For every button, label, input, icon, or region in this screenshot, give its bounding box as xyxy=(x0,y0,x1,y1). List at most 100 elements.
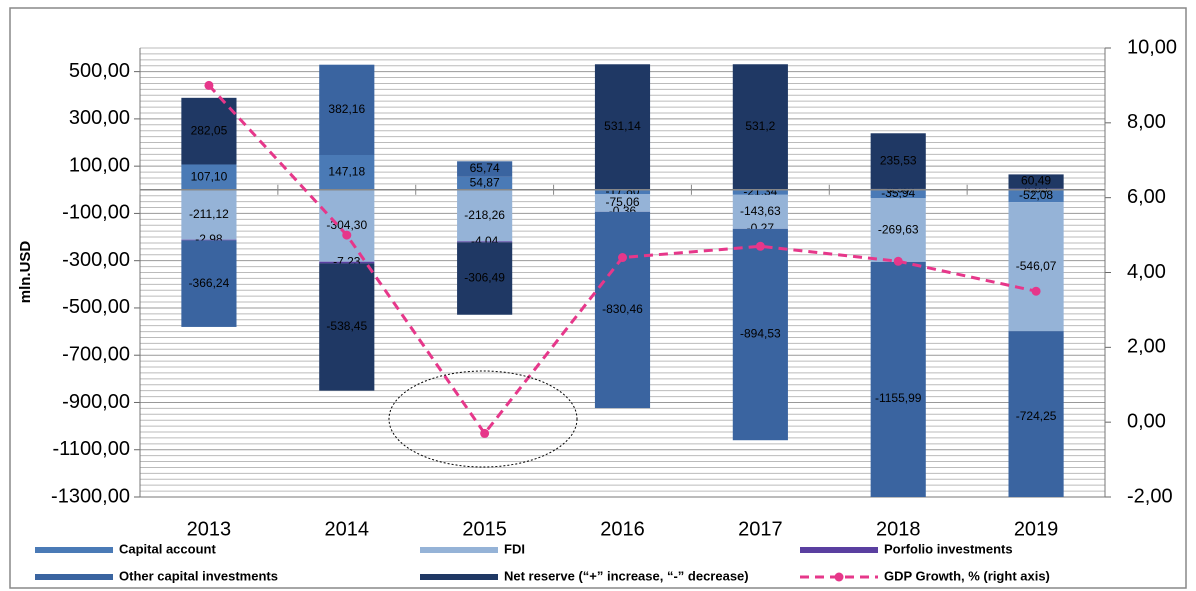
bar-segment xyxy=(181,164,237,190)
bar-segment xyxy=(457,176,513,190)
data-label: -143,63 xyxy=(740,204,781,218)
data-label: -830,46 xyxy=(602,302,643,316)
x-tick-label: 2015 xyxy=(462,518,507,540)
y-tick-label: -300,00 xyxy=(62,249,130,271)
bars: 107,10-211,12-2,98-366,24282,05147,18-30… xyxy=(181,64,1064,497)
line-marker xyxy=(755,241,765,251)
bar-segment xyxy=(732,228,788,441)
legend-label: Porfolio investments xyxy=(884,541,1013,556)
data-label: 282,05 xyxy=(191,123,228,137)
bar-segment xyxy=(457,242,513,315)
bar-segment xyxy=(1008,202,1064,332)
legend-swatch xyxy=(35,574,113,580)
y2-tick-label: 2,00 xyxy=(1127,336,1166,358)
y-tick-label: -100,00 xyxy=(62,202,130,224)
y-tick-label: -500,00 xyxy=(62,296,130,318)
legend-swatch xyxy=(800,547,878,553)
y-tick-label: 300,00 xyxy=(69,107,130,129)
data-label: -366,24 xyxy=(189,276,230,290)
legend-marker xyxy=(834,572,844,582)
data-label: 382,16 xyxy=(328,102,365,116)
bar-segment xyxy=(181,239,237,241)
bar-segment xyxy=(319,261,375,264)
y-tick-label: 500,00 xyxy=(69,60,130,82)
data-label: 147,18 xyxy=(328,165,365,179)
overlay: -1300,00 -1100,00 -900,00 -700,00 -500,00 -30… xyxy=(35,36,1177,583)
x-tick-label: 2013 xyxy=(187,518,232,540)
x-tick-label: 2017 xyxy=(738,518,783,540)
bar-segment xyxy=(870,189,926,199)
legend-label: Other capital investments xyxy=(119,568,278,583)
data-label: -75,06 xyxy=(605,195,639,209)
y-tick-label: 100,00 xyxy=(69,154,130,176)
legend-label: Capital account xyxy=(119,541,216,556)
line-marker xyxy=(893,256,903,266)
y2-tick-label: 8,00 xyxy=(1127,111,1166,133)
data-label: -306,49 xyxy=(464,271,505,285)
bar-segment xyxy=(181,240,237,327)
bar-segment xyxy=(594,64,651,190)
bar-segment xyxy=(594,189,651,194)
data-label: 531,2 xyxy=(745,119,775,133)
data-label: -1155,99 xyxy=(875,391,922,405)
bar-segment xyxy=(319,64,375,156)
bar-segment xyxy=(457,189,513,242)
x-tick-label: 2019 xyxy=(1014,518,1059,540)
bar-segment xyxy=(1008,189,1064,203)
bar-segment xyxy=(181,97,237,165)
legend-label: Net reserve (“+” increase, “-” decrease) xyxy=(504,568,749,583)
bar-segment xyxy=(457,241,513,243)
x-tick-label: 2014 xyxy=(325,518,370,540)
line-marker xyxy=(480,428,490,438)
legend-swatch xyxy=(420,574,498,580)
data-label: -52,08 xyxy=(1019,188,1053,202)
y-tick-label: -1100,00 xyxy=(53,438,130,460)
bar-segment xyxy=(181,189,237,240)
bar-segment xyxy=(1008,331,1064,497)
highlight-ellipse xyxy=(388,370,578,468)
data-label: 531,14 xyxy=(604,119,641,133)
y-tick-label: -900,00 xyxy=(62,391,130,413)
data-label: -304,30 xyxy=(326,218,367,232)
data-label: -218,26 xyxy=(464,208,505,222)
data-label: -211,12 xyxy=(189,207,229,221)
legend-label: FDI xyxy=(504,541,525,556)
legend-swatch xyxy=(35,547,113,553)
bar-segment xyxy=(870,133,926,189)
data-label: -269,63 xyxy=(878,222,919,236)
y2-tick-label: 0,00 xyxy=(1127,410,1166,432)
legend-swatch xyxy=(420,547,498,553)
y2-tick-label: 4,00 xyxy=(1127,261,1166,283)
y2-tick-label: 6,00 xyxy=(1127,186,1166,208)
data-label: 54,87 xyxy=(470,175,500,189)
data-label: 235,53 xyxy=(880,153,917,167)
bar-segment xyxy=(594,211,651,409)
bar-segment xyxy=(319,189,375,262)
y-tick-label: -1300,00 xyxy=(51,485,130,507)
y-tick-label: -700,00 xyxy=(62,343,130,365)
bar-segment xyxy=(732,194,788,229)
line-marker xyxy=(618,253,627,263)
y2-tick-label: -2,00 xyxy=(1127,485,1173,507)
bar-segment xyxy=(732,189,788,195)
line-marker xyxy=(204,80,214,90)
data-label: 65,74 xyxy=(470,161,500,175)
bar-segment xyxy=(870,198,926,263)
data-label: -894,53 xyxy=(740,327,781,341)
legend-label: GDP Growth, % (right axis) xyxy=(884,568,1050,583)
line-marker xyxy=(342,230,352,240)
x-tick-label: 2018 xyxy=(876,518,921,540)
data-label: -546,07 xyxy=(1016,259,1057,273)
bar-segment xyxy=(870,262,926,497)
data-label: 60,49 xyxy=(1021,174,1051,188)
bar-segment xyxy=(319,155,375,190)
data-label: -538,45 xyxy=(326,319,367,333)
y-axis-label: mln.USD xyxy=(17,241,34,304)
x-tick-label: 2016 xyxy=(600,518,645,540)
bar-segment xyxy=(594,193,651,212)
line-marker xyxy=(1031,286,1041,296)
data-label: -724,25 xyxy=(1016,409,1057,423)
data-label: 107,10 xyxy=(191,169,228,183)
y2-tick-label: 10,00 xyxy=(1127,36,1177,58)
